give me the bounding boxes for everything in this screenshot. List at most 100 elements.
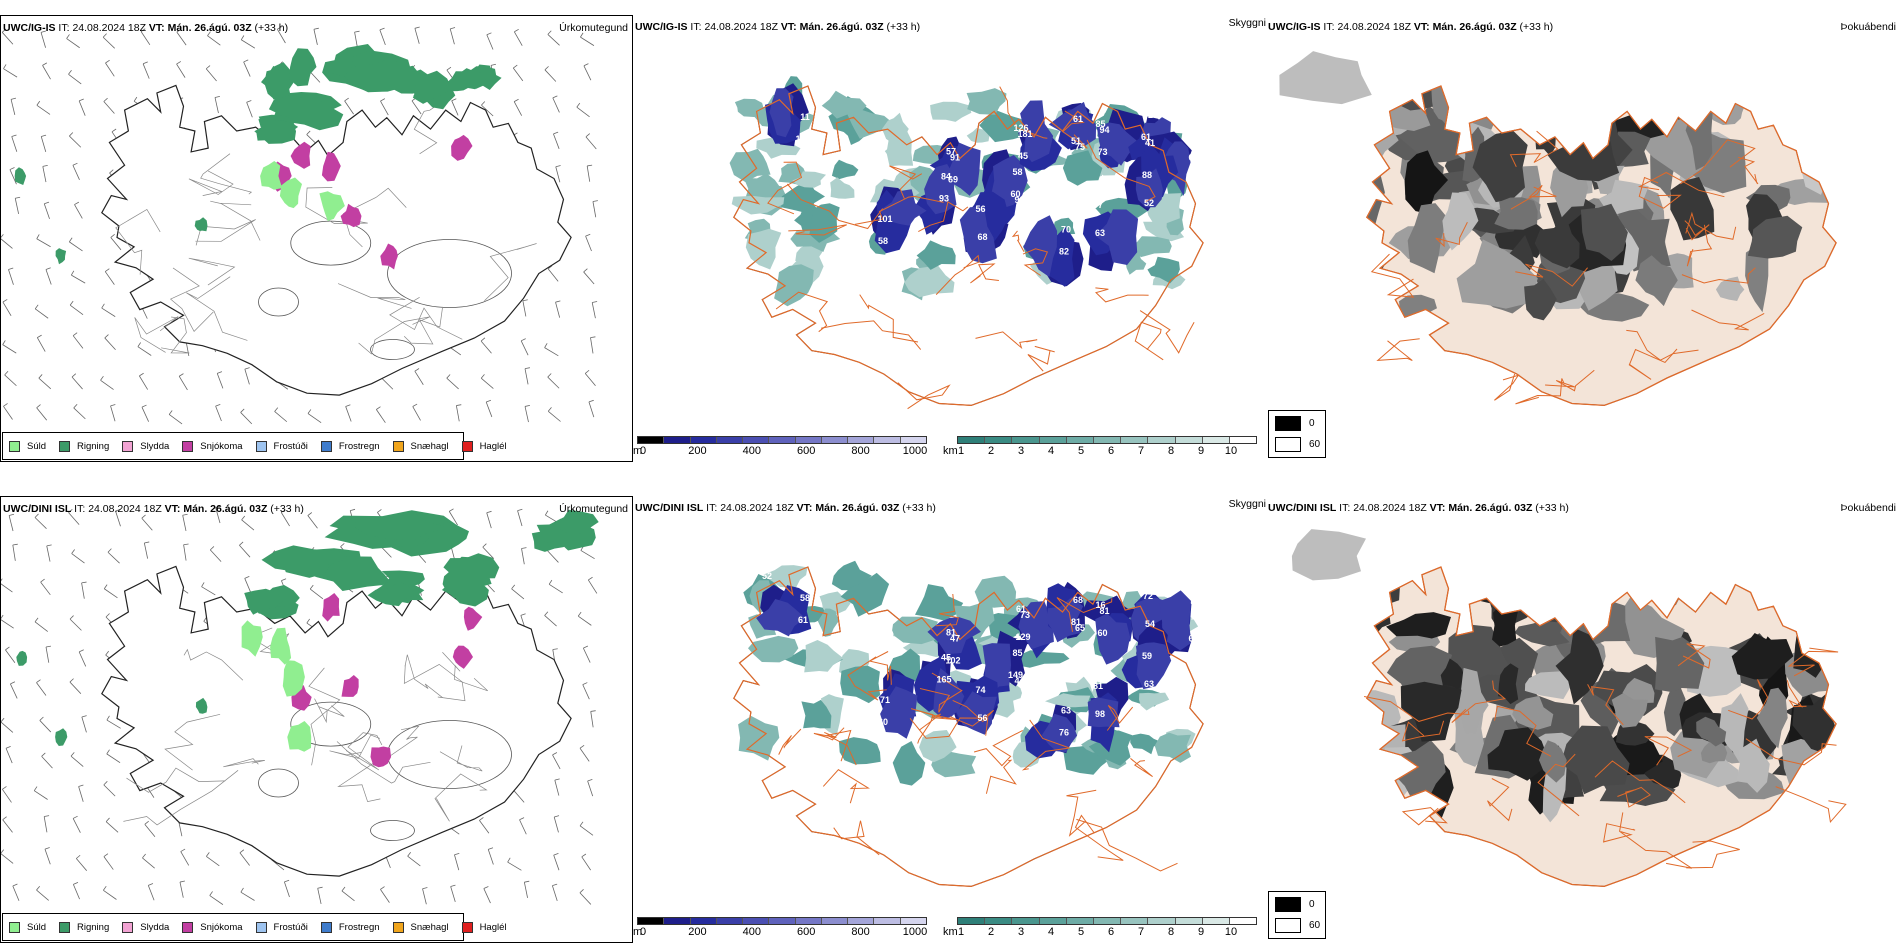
wind-barb [454, 854, 460, 871]
road [1364, 696, 1470, 722]
panel-title: UWC/IG-IS IT: 24.08.2024 18Z VT: Mán. 26… [635, 21, 921, 33]
road [413, 104, 439, 155]
road [1139, 310, 1195, 354]
road [1594, 760, 1686, 804]
road [337, 753, 387, 803]
wind-barb-tick [209, 891, 213, 896]
wind-barb-tick [450, 27, 456, 30]
glacier-outline [387, 239, 512, 308]
wind-barb-tick [488, 847, 494, 850]
wind-barb [45, 269, 52, 285]
fog-cell [1461, 567, 1514, 605]
wind-barb [548, 410, 561, 422]
colorbar-cell [1066, 918, 1094, 924]
wind-barb-tick [580, 32, 584, 38]
wind-barb-tick [1, 28, 7, 33]
wind-barb-tick [69, 132, 74, 137]
wind-barb-tick [70, 752, 75, 757]
wind-barb [140, 31, 151, 46]
wind-barb [1, 853, 14, 864]
wind-barb [547, 34, 560, 46]
wind-barb [9, 169, 17, 185]
wind-barb-tick [73, 882, 79, 885]
road [1376, 338, 1420, 362]
wind-barb [205, 68, 217, 82]
wind-barb [8, 269, 14, 285]
legend-item: Rigning [59, 440, 109, 452]
road [1685, 211, 1737, 240]
cloud-base-label: 84 [941, 172, 951, 182]
wind-barb-tick [2, 786, 7, 790]
low-visibility [748, 635, 799, 663]
road [1056, 597, 1113, 632]
wind-barb-tick [592, 200, 598, 202]
legend-label: Slydda [140, 921, 170, 933]
wind-barb [588, 401, 595, 418]
glacier-outline [370, 339, 415, 360]
fog-cell [1487, 727, 1547, 781]
fog-cell [1622, 677, 1655, 704]
wind-barb-tick [517, 508, 523, 511]
wind-barb-tick [579, 821, 584, 827]
fog-legend-swatch [1275, 437, 1301, 452]
wind-barb-tick [585, 133, 591, 138]
cloud-base-label: 11 [800, 112, 810, 122]
wind-barb [34, 308, 49, 319]
wind-barb [544, 69, 557, 82]
road [1086, 139, 1156, 203]
rain-area [267, 65, 291, 99]
wind-barb-tick [341, 886, 346, 892]
wind-barb-tick [115, 509, 121, 512]
road [1095, 287, 1149, 303]
road [935, 254, 980, 295]
wind-barb-tick [486, 510, 492, 514]
wind-barb-tick [544, 66, 549, 71]
snow-area [463, 606, 483, 631]
cloud-base-label: 94 [1099, 125, 1109, 135]
wind-barb [513, 31, 523, 46]
wind-barb [479, 820, 490, 834]
wind-barb-tick [41, 752, 46, 757]
cloud-base-label: 72 [1143, 591, 1153, 601]
wind-barb [40, 32, 46, 48]
colorbar-cell [769, 437, 796, 443]
cloud-base-label: 149 [1008, 670, 1023, 680]
road [126, 767, 226, 793]
rain-area [536, 518, 576, 543]
wind-barb [180, 851, 190, 866]
wind-barb [207, 35, 221, 46]
wind-barb-tick [577, 611, 582, 617]
wind-barb-tick [10, 97, 17, 100]
wind-barb [487, 849, 494, 865]
wind-barb-tick [69, 300, 74, 306]
wind-barb [276, 29, 286, 44]
cloud-base-label: 165 [936, 675, 951, 685]
wind-barb [73, 407, 86, 420]
road [1677, 643, 1711, 669]
legend-swatch [392, 440, 404, 452]
low-visibility [817, 608, 839, 637]
wind-barb [451, 100, 459, 116]
wind-barb-tick [379, 27, 385, 31]
drizzle-area [282, 660, 305, 697]
cloud-base-label: 60 [1097, 628, 1107, 638]
wind-barb [106, 753, 121, 764]
wind-barb [1, 619, 14, 629]
coastline [101, 84, 572, 396]
colorbar-cell [848, 437, 875, 443]
wind-barb [137, 346, 152, 356]
wind-barb [72, 335, 84, 349]
colorbar-tick: 800 [851, 926, 870, 938]
wind-barb-tick [479, 817, 484, 821]
snow-area [452, 645, 473, 669]
snow-area [370, 746, 392, 768]
fog-cell [1279, 51, 1372, 105]
wind-barb [580, 550, 595, 560]
low-cloud [949, 142, 981, 196]
wind-barb-tick [70, 270, 75, 276]
wind-barb [72, 818, 81, 833]
wind-barb [241, 519, 255, 531]
legend-label: Frostúði [273, 440, 308, 452]
wind-barb [69, 241, 83, 252]
wind-barb [5, 748, 13, 764]
